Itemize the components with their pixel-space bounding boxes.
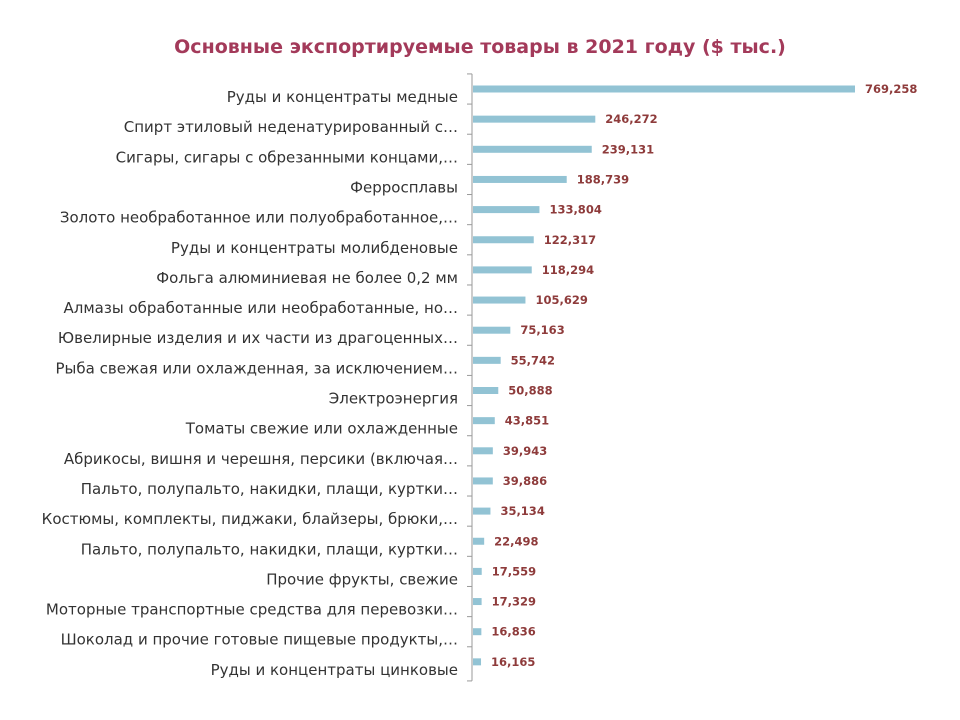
data-label: 35,134 (500, 504, 544, 518)
category-label: Алмазы обработанные или необработанные, … (64, 299, 459, 317)
category-label: Золото необработанное или полуобработанн… (60, 209, 458, 227)
category-label: Костюмы, комплекты, пиджаки, блайзеры, б… (42, 510, 458, 528)
data-label: 246,272 (605, 112, 657, 126)
bar (473, 85, 855, 93)
category-label: Руды и концентраты цинковые (211, 661, 458, 679)
data-label: 16,165 (491, 655, 535, 669)
bar (473, 266, 532, 274)
data-label: 43,851 (505, 414, 549, 428)
bar (473, 507, 491, 515)
category-label: Прочие фрукты, свежие (266, 570, 458, 588)
data-label: 39,943 (503, 444, 547, 458)
category-label: Ферросплавы (350, 178, 458, 196)
bar (473, 387, 499, 394)
data-label: 75,163 (520, 323, 564, 337)
bar (473, 477, 493, 485)
data-label: 22,498 (494, 534, 538, 548)
data-label: 105,629 (535, 293, 587, 307)
category-label: Руды и концентраты молибденовые (171, 239, 458, 257)
data-label: 55,742 (511, 353, 555, 367)
bar (473, 115, 596, 123)
data-label: 769,258 (865, 82, 917, 96)
category-label: Спирт этиловый неденатурированный с… (124, 118, 458, 136)
bar (473, 145, 592, 153)
bar (473, 236, 534, 244)
category-label: Ювелирные изделия и их части из драгоцен… (58, 329, 458, 347)
bar (473, 598, 482, 606)
bar (473, 326, 511, 334)
category-label: Моторные транспортные средства для перев… (46, 601, 458, 619)
bar (473, 175, 567, 183)
data-label: 17,559 (492, 564, 536, 578)
data-label: 17,329 (492, 595, 536, 609)
data-label: 188,739 (577, 172, 629, 186)
bar (473, 567, 482, 575)
bar (473, 537, 485, 545)
data-label: 133,804 (549, 203, 601, 217)
category-label: Абрикосы, вишня и черешня, персики (вклю… (64, 450, 458, 468)
bar (473, 206, 540, 214)
bar (473, 356, 501, 364)
category-label: Пальто, полупальто, накидки, плащи, курт… (81, 540, 458, 558)
data-label: 118,294 (542, 263, 594, 277)
bar (473, 628, 482, 636)
category-label: Пальто, полупальто, накидки, плащи, курт… (81, 480, 458, 498)
chart-title: Основные экспортируемые товары в 2021 го… (174, 36, 786, 58)
bar (473, 296, 526, 304)
category-label: Электроэнергия (329, 390, 458, 408)
category-label: Руды и концентраты медные (227, 88, 458, 106)
bar (473, 658, 482, 666)
category-label: Рыба свежая или охлажденная, за исключен… (56, 359, 458, 377)
data-label: 122,317 (544, 233, 596, 247)
category-label: Томаты свежие или охлажденные (185, 420, 458, 438)
bar (473, 447, 493, 455)
bar (473, 417, 495, 425)
data-label: 16,836 (491, 625, 535, 639)
data-label: 39,886 (503, 474, 547, 488)
data-label: 239,131 (602, 142, 654, 156)
data-label: 50,888 (508, 384, 552, 398)
category-label: Фольга алюминиевая не более 0,2 мм (156, 269, 458, 287)
category-label: Сигары, сигары с обрезанными концами,… (116, 148, 458, 166)
category-label: Шоколад и прочие готовые пищевые продукт… (61, 631, 458, 649)
